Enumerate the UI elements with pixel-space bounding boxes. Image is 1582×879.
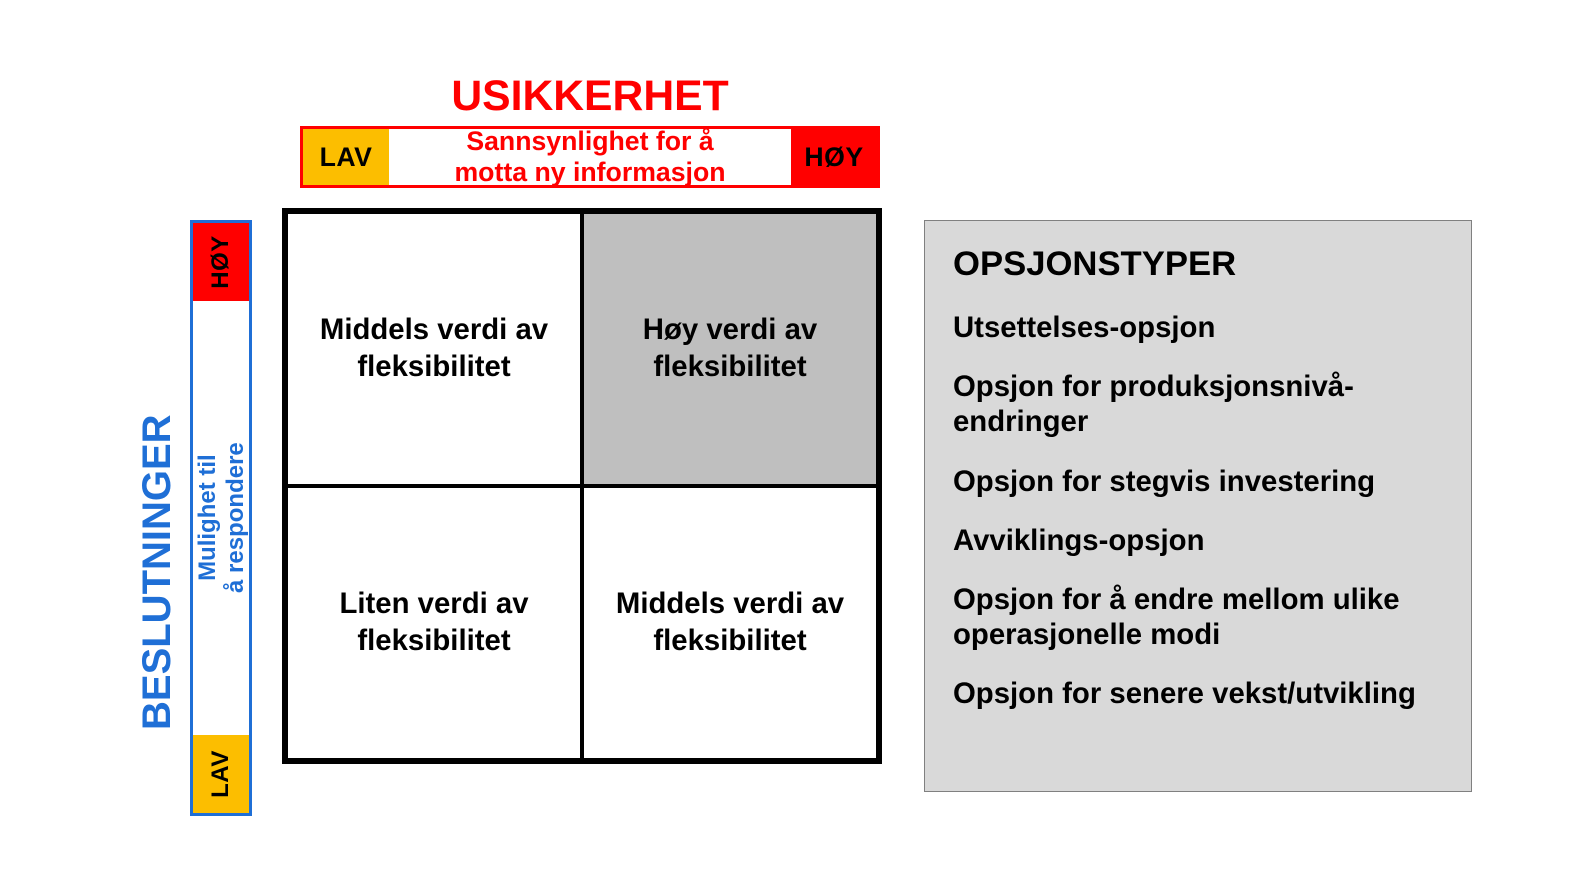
x-axis-scale-bar: LAV Sannsynlighet for å motta ny informa… <box>300 126 880 188</box>
y-axis-mid-line1: Mulighet til <box>193 443 221 594</box>
y-axis-mid-line2: å respondere <box>221 443 249 594</box>
matrix-cell-bottom-right: Middels verdi av fleksibilitet <box>582 486 878 760</box>
y-axis-scale-bar: HØY Mulighet til å respondere LAV <box>190 220 252 816</box>
option-item: Opsjon for å endre mellom ulike operasjo… <box>953 582 1447 652</box>
x-axis-mid-label: Sannsynlighet for å motta ny informasjon <box>389 129 791 185</box>
x-axis-title: USIKKERHET <box>300 72 880 121</box>
y-axis-high-text: HØY <box>207 235 235 289</box>
matrix-tr-line1: Høy verdi av <box>643 312 817 349</box>
options-panel: OPSJONSTYPER Utsettelses-opsjon Opsjon f… <box>924 220 1472 792</box>
x-axis-mid-line1: Sannsynlighet for å <box>454 126 725 157</box>
matrix-cell-top-right: Høy verdi av fleksibilitet <box>582 212 878 486</box>
option-item: Opsjon for produksjonsnivå-endringer <box>953 369 1447 439</box>
option-item: Avviklings-opsjon <box>953 523 1447 558</box>
option-item: Opsjon for senere vekst/utvikling <box>953 676 1447 711</box>
x-axis-mid-line2: motta ny informasjon <box>454 157 725 188</box>
matrix-tl-line2: fleksibilitet <box>320 349 548 386</box>
y-axis-mid-label: Mulighet til å respondere <box>193 301 249 735</box>
matrix-cell-bottom-left: Liten verdi av fleksibilitet <box>286 486 582 760</box>
y-axis-low-text: LAV <box>207 750 235 798</box>
x-axis-low-text: LAV <box>320 142 373 173</box>
value-matrix: Middels verdi av fleksibilitet Høy verdi… <box>282 208 882 764</box>
diagram-root: USIKKERHET LAV Sannsynlighet for å motta… <box>0 0 1582 879</box>
matrix-br-line1: Middels verdi av <box>616 586 844 623</box>
x-axis-high-label: HØY <box>791 129 877 185</box>
y-axis-high-label: HØY <box>193 223 249 301</box>
options-panel-title: OPSJONSTYPER <box>953 245 1447 284</box>
y-axis-low-label: LAV <box>193 735 249 813</box>
matrix-bl-line2: fleksibilitet <box>339 623 528 660</box>
matrix-br-line2: fleksibilitet <box>616 623 844 660</box>
option-item: Utsettelses-opsjon <box>953 310 1447 345</box>
matrix-tl-line1: Middels verdi av <box>320 312 548 349</box>
x-axis-low-label: LAV <box>303 129 389 185</box>
matrix-cell-top-left: Middels verdi av fleksibilitet <box>286 212 582 486</box>
y-axis-title: BESLUTNINGER <box>135 414 180 730</box>
x-axis-high-text: HØY <box>804 142 863 173</box>
matrix-bl-line1: Liten verdi av <box>339 586 528 623</box>
option-item: Opsjon for stegvis investering <box>953 464 1447 499</box>
matrix-tr-line2: fleksibilitet <box>643 349 817 386</box>
